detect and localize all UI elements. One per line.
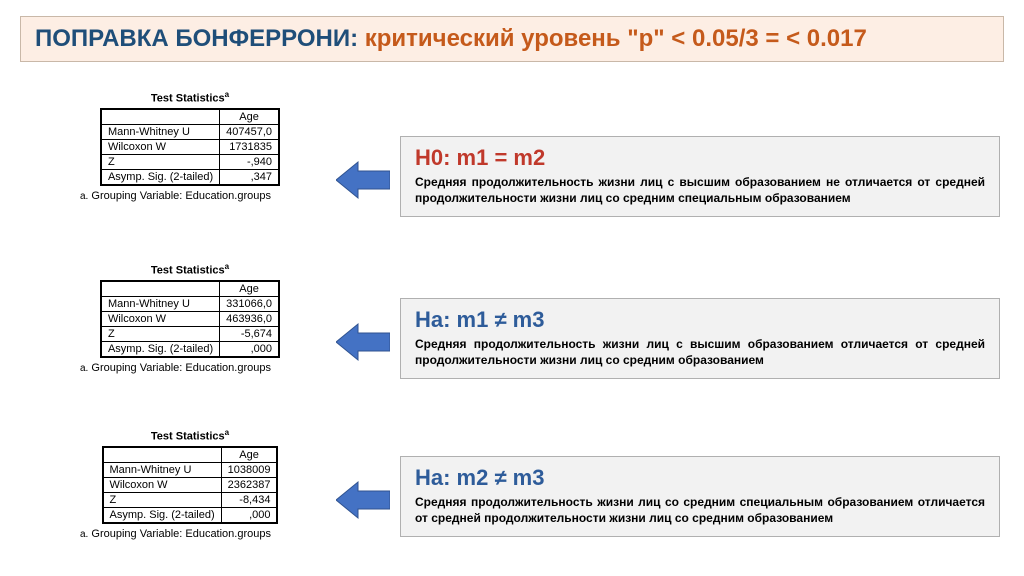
stats-block-2: Test Statisticsa Age Mann-Whitney U33106…: [40, 262, 340, 374]
card-body: Средняя продолжительность жизни лиц с вы…: [415, 174, 985, 206]
stats-table-1: Age Mann-Whitney U407457,0 Wilcoxon W173…: [100, 108, 280, 186]
footnote: a. Grouping Variable: Education.groups: [80, 528, 340, 540]
card-title: Ha: m2 ≠ m3: [415, 465, 985, 491]
stats-block-3: Test Statisticsa Age Mann-Whitney U10380…: [40, 428, 340, 540]
stats-block-1: Test Statisticsa Age Mann-Whitney U40745…: [40, 90, 340, 202]
row-sig: Asymp. Sig. (2-tailed): [101, 169, 220, 185]
arrow-left-icon: [336, 480, 390, 520]
card-title: H0: m1 = m2: [415, 145, 985, 171]
header-part1: ПОПРАВКА БОНФЕРРОНИ:: [35, 25, 358, 52]
stats-table-2: Age Mann-Whitney U331066,0 Wilcoxon W463…: [100, 280, 280, 358]
hypothesis-card-2: Ha: m1 ≠ m3 Средняя продолжительность жи…: [400, 298, 1000, 379]
stats-table-3: Age Mann-Whitney U1038009 Wilcoxon W2362…: [102, 446, 279, 524]
arrow-left-icon: [336, 160, 390, 200]
footnote: a. Grouping Variable: Education.groups: [80, 362, 340, 374]
hypothesis-card-1: H0: m1 = m2 Средняя продолжительность жи…: [400, 136, 1000, 217]
stats-title: Test Statisticsa: [40, 428, 340, 443]
col-age: Age: [220, 109, 279, 125]
stats-title: Test Statisticsa: [40, 262, 340, 277]
card-body: Средняя продолжительность жизни лиц со с…: [415, 494, 985, 526]
row-ww: Wilcoxon W: [101, 139, 220, 154]
header-part2: критический уровень "p" < 0.05/3 = < 0.0…: [358, 25, 867, 52]
card-body: Средняя продолжительность жизни лиц с вы…: [415, 336, 985, 368]
stats-title: Test Statisticsa: [40, 90, 340, 105]
arrow-left-icon: [336, 322, 390, 362]
row-z: Z: [101, 154, 220, 169]
footnote: a. Grouping Variable: Education.groups: [80, 190, 340, 202]
header-banner: ПОПРАВКА БОНФЕРРОНИ: критический уровень…: [20, 16, 1004, 62]
hypothesis-card-3: Ha: m2 ≠ m3 Средняя продолжительность жи…: [400, 456, 1000, 537]
card-title: Ha: m1 ≠ m3: [415, 307, 985, 333]
row-mwu: Mann-Whitney U: [101, 124, 220, 139]
